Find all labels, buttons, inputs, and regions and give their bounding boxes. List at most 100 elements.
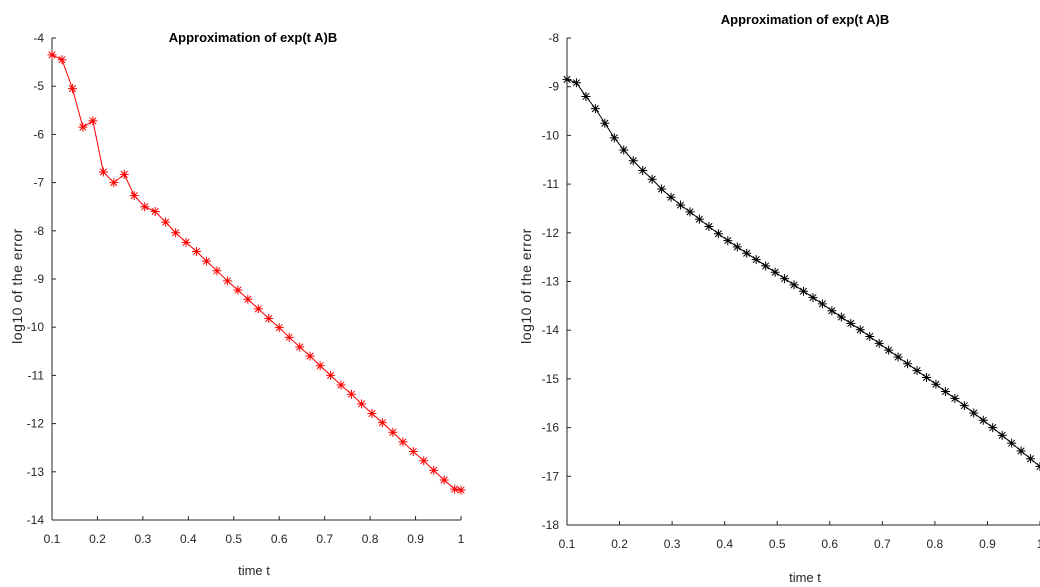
left-data-point <box>295 342 305 352</box>
left-data-point <box>181 237 191 247</box>
right-data-point <box>817 299 827 309</box>
right-data-point <box>694 214 704 224</box>
left-data-point <box>47 50 57 60</box>
right-data-point <box>940 387 950 397</box>
left-data-point <box>450 484 460 494</box>
right-y-tick-label: -17 <box>542 469 560 483</box>
left-data-point <box>57 55 67 65</box>
left-data-point <box>264 314 274 324</box>
left-x-tick-label: 1 <box>458 532 465 546</box>
left-data-point <box>67 84 77 94</box>
left-y-tick-label: -9 <box>33 272 44 286</box>
left-y-tick-label: -7 <box>33 176 44 190</box>
right-data-point <box>647 174 657 184</box>
left-y-tick-label: -4 <box>33 31 44 45</box>
left-data-point <box>305 351 315 361</box>
left-data-point <box>212 266 222 276</box>
left-chart-title: Approximation of exp(t A)B <box>169 30 338 45</box>
right-tick-layer: 0.1 0.2 0.3 0.4 0.5 0.6 0.7 0.8 0.9 1 -18 -17 -16 -15… <box>542 31 1040 551</box>
right-x-tick-label: 0.9 <box>979 537 996 551</box>
right-data-point <box>912 366 922 376</box>
right-data-point <box>799 286 808 296</box>
right-chart: Approximation of exp(t A)B time t log10 … <box>518 12 1040 585</box>
left-y-tick-label: -6 <box>33 127 44 141</box>
left-y-tick-label: -10 <box>27 320 45 334</box>
right-data-point <box>950 393 960 403</box>
right-data-point <box>713 229 723 239</box>
right-data-point <box>751 255 761 265</box>
right-x-tick-label: 0.8 <box>927 537 944 551</box>
right-data-point <box>978 415 988 425</box>
right-y-tick-label: -16 <box>542 421 560 435</box>
right-x-tick-label: 0.7 <box>874 537 891 551</box>
left-y-tick-label: -12 <box>27 417 45 431</box>
left-data-point <box>429 465 439 475</box>
right-data-point <box>600 118 610 128</box>
right-chart-title: Approximation of exp(t A)B <box>721 12 890 27</box>
right-y-tick-label: -9 <box>548 80 559 94</box>
right-y-tick-label: -12 <box>542 226 560 240</box>
right-x-tick-label: 0.4 <box>716 537 733 551</box>
left-data-point <box>129 191 139 201</box>
left-data-point <box>98 167 108 177</box>
left-data-point <box>346 389 356 399</box>
right-y-tick-label: -14 <box>542 323 560 337</box>
right-y-tick-label: -13 <box>542 275 560 289</box>
left-series-line <box>51 54 462 491</box>
left-data-point <box>88 116 98 126</box>
right-data-point <box>609 133 619 143</box>
left-y-tick-label: -8 <box>33 224 44 238</box>
right-x-tick-label: 0.2 <box>611 537 628 551</box>
left-data-point <box>233 285 243 295</box>
right-data-point <box>855 325 865 335</box>
left-data-point <box>253 304 263 314</box>
right-data-point <box>657 184 667 194</box>
left-x-tick-label: 0.4 <box>180 532 197 546</box>
left-data-point <box>377 418 387 428</box>
right-data-point <box>893 352 903 362</box>
right-y-axis-label: log10 of the error <box>518 228 534 344</box>
left-data-point <box>109 178 119 188</box>
left-mark-layer <box>47 50 466 495</box>
right-data-point <box>959 401 969 411</box>
right-data-point <box>685 207 695 217</box>
right-y-tick-label: -10 <box>542 128 560 142</box>
right-data-point <box>988 423 998 433</box>
left-y-tick-label: -14 <box>27 513 45 527</box>
left-data-point <box>150 207 160 217</box>
right-x-tick-label: 0.6 <box>821 537 838 551</box>
right-data-point <box>903 359 913 369</box>
left-data-point <box>78 122 88 132</box>
right-data-point <box>770 267 780 277</box>
right-data-point <box>969 408 979 418</box>
right-y-tick-label: -18 <box>542 518 560 532</box>
left-y-tick-label: -11 <box>28 368 45 382</box>
left-x-tick-label: 0.5 <box>225 532 242 546</box>
right-data-point <box>827 306 837 316</box>
left-data-point <box>192 247 202 257</box>
left-data-point <box>284 332 294 342</box>
right-data-point <box>619 145 629 155</box>
left-x-tick-label: 0.7 <box>316 532 333 546</box>
right-data-point <box>1016 446 1026 456</box>
left-data-point <box>119 169 129 179</box>
left-data-point <box>161 217 171 227</box>
right-data-point <box>704 221 714 231</box>
left-y-axis-label: log10 of the error <box>9 228 25 344</box>
left-tick-layer: 0.1 0.2 0.3 0.4 0.5 0.6 0.7 0.8 0.9 1 -14 -13 -12 -11… <box>27 31 465 546</box>
right-y-tick-label: -15 <box>542 372 560 386</box>
left-data-point <box>388 427 398 437</box>
right-data-point <box>676 200 686 210</box>
right-data-point <box>884 345 894 355</box>
right-y-tick-label: -8 <box>548 31 559 45</box>
left-data-point <box>274 323 284 333</box>
right-data-point <box>997 430 1007 440</box>
left-data-point <box>222 276 232 286</box>
right-data-point <box>874 338 884 348</box>
right-x-tick-label: 0.3 <box>664 537 681 551</box>
right-data-point <box>808 293 818 303</box>
right-data-point <box>1007 438 1017 448</box>
right-data-point <box>865 332 875 342</box>
right-data-point <box>789 280 799 290</box>
